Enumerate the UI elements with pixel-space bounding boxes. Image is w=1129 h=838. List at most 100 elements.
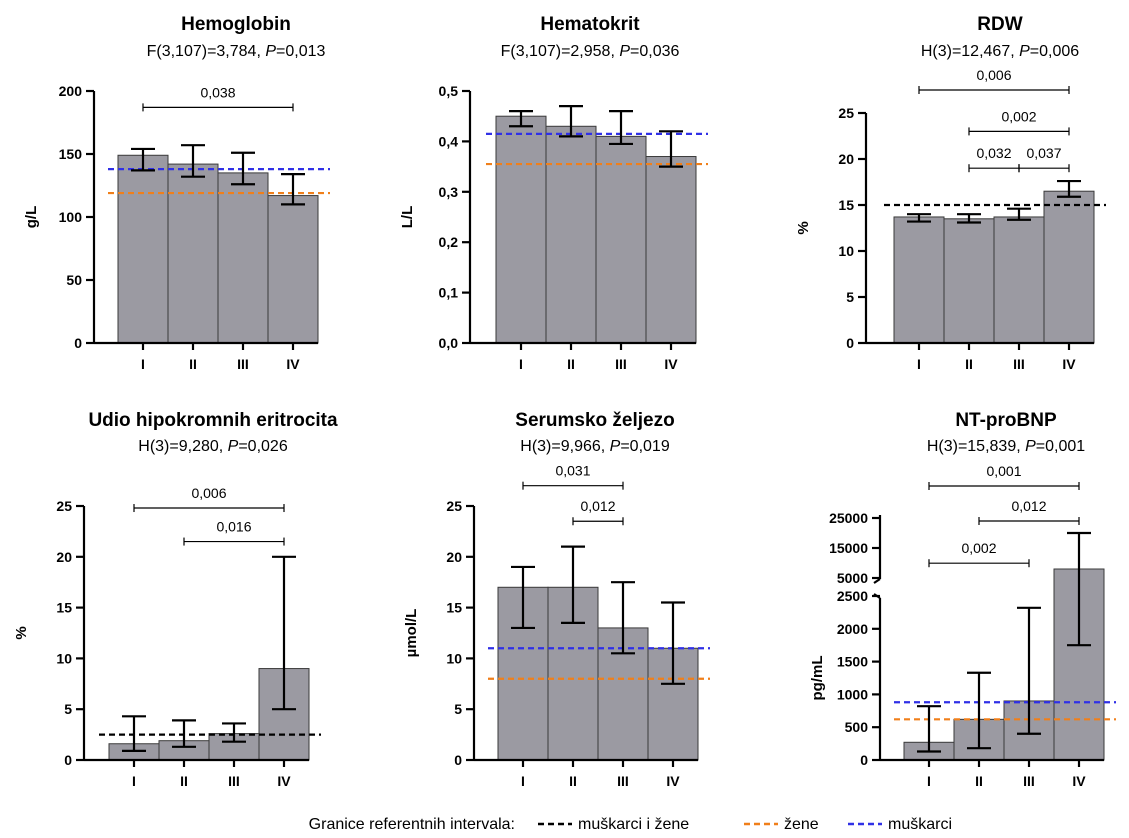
x-tick-label: I [927, 773, 931, 789]
significance-bracket: 0,002 [968, 108, 1070, 136]
significance-bracket: 0,012 [572, 498, 624, 526]
x-tick-label: II [569, 773, 577, 789]
bar-I [893, 216, 945, 344]
subtitle-post: =0,013 [276, 43, 325, 60]
y-axis-label: µmol/L [403, 609, 420, 658]
y-axis-label: % [795, 221, 812, 234]
error-bar-IV [661, 601, 685, 685]
y-tick-label: 5 [454, 701, 462, 717]
chart-title: RDW [977, 14, 1022, 35]
y-tick-label: 15 [446, 600, 462, 616]
x-tick-label: III [617, 773, 629, 789]
x-tick-label: I [519, 356, 523, 372]
error-bar-II [967, 671, 991, 750]
x-tick-label: IV [286, 356, 300, 372]
error-bar-III [611, 581, 635, 655]
error-bar-II [559, 105, 583, 138]
y-tick-label: 0,0 [439, 335, 459, 351]
chart-subtitle: H(3)=15,839, P=0,001 [927, 438, 1085, 455]
bar-I [495, 115, 547, 344]
chart-title: Udio hipokromnih eritrocita [88, 410, 338, 431]
y-tick-label: 2000 [837, 621, 868, 637]
subtitle-pre: H(3)=9,280, [138, 438, 227, 455]
bar-IV [645, 156, 697, 344]
significance-bracket: 0,006 [133, 485, 285, 513]
subtitle-italic: P [1019, 43, 1030, 60]
y-tick-label: 25 [56, 498, 72, 514]
y-tick-label: 5 [64, 701, 72, 717]
y-tick-label: 150 [59, 146, 83, 162]
error-bar-III [231, 151, 255, 186]
p-value-label: 0,006 [191, 485, 226, 501]
bar-IV [267, 195, 319, 344]
x-tick-label: III [237, 356, 249, 372]
subtitle-pre: F(3,107)=3,784, [147, 43, 266, 60]
y-tick-label: 15 [838, 197, 854, 213]
p-value-label: 0,006 [976, 67, 1011, 83]
bar-II [545, 125, 597, 344]
error-bar-III [222, 722, 246, 743]
subtitle-pre: F(3,107)=2,958, [501, 43, 620, 60]
p-value-label: 0,016 [216, 519, 251, 535]
y-tick-label: 10 [56, 650, 72, 666]
x-tick-label: IV [277, 773, 291, 789]
x-tick-label: I [521, 773, 525, 789]
significance-bracket: 0,031 [522, 463, 624, 490]
significance-bracket: 0,002 [928, 540, 1030, 568]
y-tick-label-upper: 5000 [837, 570, 868, 586]
y-tick-label: 10 [446, 650, 462, 666]
subtitle-pre: H(3)=9,966, [520, 438, 609, 455]
y-tick-label: 0,3 [439, 184, 459, 200]
x-tick-label: III [615, 356, 627, 372]
y-tick-label-upper: 25000 [829, 510, 868, 526]
error-bar-I [917, 705, 941, 753]
significance-bracket: 0,038 [142, 84, 294, 112]
chart-subtitle: H(3)=12,467, P=0,006 [921, 43, 1079, 60]
significance-bracket: 0,012 [978, 498, 1080, 525]
p-value-label: 0,002 [1001, 108, 1036, 124]
x-tick-label: I [141, 356, 145, 372]
x-tick-label: III [1023, 773, 1035, 789]
y-tick-label: 1500 [837, 654, 868, 670]
error-bar-IV [281, 173, 305, 206]
chart-subtitle: H(3)=9,966, P=0,019 [520, 438, 670, 455]
bar-III [217, 172, 269, 344]
legend-label-both: muškarci i žene [578, 816, 689, 833]
y-tick-label: 5 [846, 289, 854, 305]
error-bar-III [1017, 606, 1041, 735]
y-tick-label-upper: 15000 [829, 540, 868, 556]
chart-subtitle: F(3,107)=2,958, P=0,036 [501, 43, 680, 60]
error-bar-III [609, 110, 633, 146]
y-tick-label: 20 [446, 549, 462, 565]
error-bar-I [907, 213, 931, 223]
legend-title: Granice referentnih intervala: [309, 816, 515, 833]
chart-title: Hemoglobin [181, 14, 291, 35]
error-bar-I [511, 565, 535, 630]
subtitle-post: =0,019 [620, 438, 669, 455]
y-tick-label: 0 [454, 752, 462, 768]
p-value-label: 0,001 [986, 463, 1021, 479]
x-tick-label: III [1013, 356, 1025, 372]
p-value-label: 0,002 [961, 540, 996, 556]
chart-panel-2: Hematokrit F(3,107)=2,958, P=0,036 0,0 0,1 0… [399, 14, 708, 372]
x-tick-label: II [975, 773, 983, 789]
subtitle-pre: H(3)=12,467, [921, 43, 1019, 60]
x-tick-label: IV [1062, 356, 1076, 372]
y-tick-label: 0,1 [439, 285, 459, 301]
subtitle-pre: H(3)=15,839, [927, 438, 1025, 455]
p-value-label: 0,012 [1011, 498, 1046, 514]
p-value-label: 0,012 [580, 498, 615, 514]
chart-panel-4: Udio hipokromnih eritrocita H(3)=9,280, P… [13, 410, 338, 789]
y-tick-label: 0,5 [439, 83, 459, 99]
subtitle-italic: P [1025, 438, 1036, 455]
bar-III [993, 216, 1045, 344]
y-tick-label: 50 [66, 272, 82, 288]
legend: Granice referentnih intervala: muškarci i… [309, 816, 952, 833]
p-value-label: 0,037 [1026, 145, 1061, 161]
error-bar-I [122, 715, 146, 752]
y-tick-label: 0,2 [439, 234, 459, 250]
x-tick-label: II [965, 356, 973, 372]
y-tick-label: 100 [59, 209, 83, 225]
